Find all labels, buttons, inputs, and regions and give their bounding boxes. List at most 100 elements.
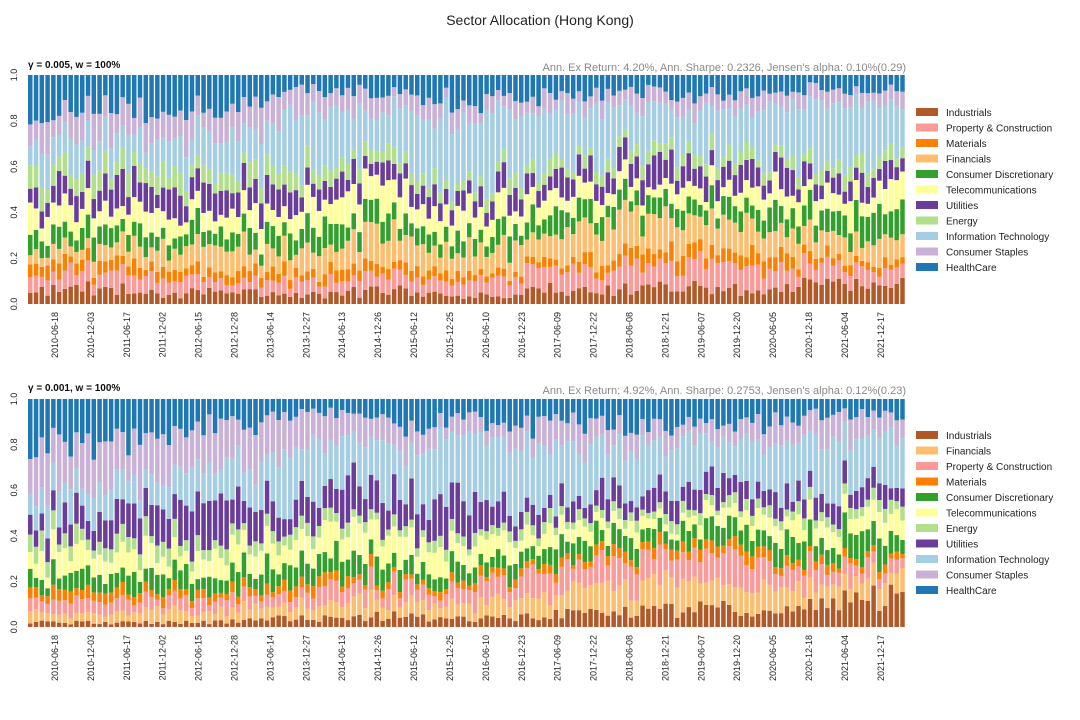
- bar-segment-property-construction: [553, 265, 559, 293]
- bar-segment-telecommunications: [108, 216, 114, 229]
- bar-segment-materials: [698, 549, 703, 563]
- bar-segment-materials: [363, 585, 368, 590]
- bar-segment-consumer-staples: [253, 96, 258, 130]
- bar-segment-property-construction: [56, 600, 62, 615]
- bar-segment-telecommunications: [97, 211, 102, 227]
- bar-segment-industrials: [813, 282, 819, 304]
- bar-segment-utilities: [449, 210, 455, 226]
- bar-segment-healthcare: [894, 75, 899, 92]
- bar-segment-energy: [680, 154, 686, 167]
- bar-segment-consumer-discretionary: [773, 199, 778, 232]
- x-tick-label: 2014-06-13: [337, 312, 347, 358]
- legend-label: Financials: [946, 155, 991, 166]
- bar-segment-materials: [345, 269, 351, 282]
- bar-segment-consumer-staples: [178, 428, 183, 467]
- bar-segment-telecommunications: [877, 512, 882, 539]
- bar-segment-energy: [830, 168, 836, 178]
- bar-segment-consumer-staples: [39, 123, 45, 155]
- bar-segment-property-construction: [467, 280, 472, 297]
- bar-segment-energy: [622, 520, 628, 529]
- bar-segment-consumer-discretionary: [391, 202, 397, 220]
- bar-segment-consumer-discretionary: [438, 244, 443, 258]
- bar-segment-financials: [882, 583, 888, 607]
- bar-segment-property-construction: [189, 274, 195, 289]
- bar-segment-healthcare: [790, 75, 795, 92]
- bar-segment-utilities: [657, 474, 663, 503]
- bar-segment-materials: [230, 581, 235, 593]
- bar-segment-property-construction: [409, 578, 414, 595]
- bar-segment-consumer-staples: [871, 410, 876, 430]
- bar-segment-materials: [339, 586, 345, 593]
- bar-segment-industrials: [663, 603, 668, 627]
- bar-segment-industrials: [634, 615, 640, 627]
- bar-segment-energy: [97, 541, 102, 555]
- bar-segment-materials: [715, 255, 720, 264]
- bar-segment-property-construction: [316, 286, 322, 294]
- bar-segment-telecommunications: [391, 526, 397, 553]
- bar-segment-materials: [368, 260, 374, 271]
- bar-segment-energy: [28, 534, 33, 553]
- bar-segment-energy: [224, 549, 229, 566]
- bar-segment-energy: [790, 511, 795, 521]
- bar-segment-utilities: [195, 168, 201, 191]
- x-tick-label: 2016-06-10: [481, 312, 491, 358]
- bar-segment-energy: [247, 162, 253, 188]
- bar-segment-consumer-staples: [126, 103, 131, 135]
- bar-segment-materials: [432, 266, 437, 277]
- bar-segment-information-technology: [253, 484, 258, 512]
- bar-segment-energy: [640, 509, 645, 517]
- bar-segment-information-technology: [334, 445, 339, 489]
- bar-segment-materials: [825, 245, 830, 257]
- bar-segment-industrials: [709, 294, 715, 304]
- bar-segment-consumer-staples: [767, 93, 772, 102]
- bar-segment-utilities: [542, 507, 547, 523]
- bar-segment-utilities: [680, 166, 686, 188]
- bar-segment-healthcare: [784, 399, 790, 417]
- bar-segment-utilities: [103, 173, 108, 201]
- bar-segment-utilities: [790, 170, 795, 196]
- bar-segment-telecommunications: [628, 186, 634, 202]
- bar-segment-information-technology: [692, 445, 697, 490]
- bar-segment-property-construction: [657, 258, 663, 282]
- bar-segment-healthcare: [542, 75, 547, 89]
- bar-segment-financials: [126, 615, 131, 622]
- bar-segment-industrials: [56, 622, 62, 627]
- bar-segment-consumer-staples: [432, 427, 437, 450]
- bar-segment-property-construction: [380, 273, 385, 293]
- bar-segment-information-technology: [559, 445, 564, 484]
- bar-segment-utilities: [426, 197, 432, 219]
- bar-segment-financials: [778, 222, 784, 247]
- bar-segment-healthcare: [888, 399, 894, 413]
- bar-segment-consumer-staples: [807, 82, 813, 97]
- bar-segment-telecommunications: [149, 542, 154, 568]
- bar-segment-information-technology: [85, 120, 91, 148]
- bar-segment-healthcare: [68, 75, 73, 113]
- bar-segment-healthcare: [628, 399, 634, 433]
- bar-segment-industrials: [149, 289, 154, 304]
- bar-segment-industrials: [842, 590, 847, 627]
- bar-segment-energy: [703, 164, 709, 177]
- bar-segment-materials: [224, 593, 229, 601]
- bar-segment-financials: [322, 605, 328, 616]
- bar-segment-property-construction: [836, 572, 842, 587]
- bar-segment-energy: [253, 541, 258, 557]
- bar-segment-materials: [553, 259, 559, 266]
- bar-segment-healthcare: [605, 399, 611, 431]
- bar-segment-materials: [195, 261, 201, 275]
- bar-segment-industrials: [287, 621, 293, 627]
- bar-segment-property-construction: [85, 598, 91, 613]
- bar-segment-consumer-staples: [409, 420, 414, 443]
- bar-segment-healthcare: [183, 399, 189, 438]
- bar-segment-property-construction: [143, 276, 149, 294]
- bar-segment-energy: [888, 143, 894, 161]
- bar-segment-consumer-discretionary: [686, 196, 692, 214]
- bar-segment-utilities: [582, 507, 588, 519]
- bar-segment-consumer-staples: [536, 416, 541, 444]
- bar-segment-consumer-staples: [299, 408, 304, 450]
- bar-segment-energy: [391, 146, 397, 164]
- bar-segment-consumer-discretionary: [651, 197, 657, 214]
- bar-segment-materials: [501, 268, 507, 277]
- bar-segment-information-technology: [276, 467, 281, 518]
- bar-segment-energy: [524, 511, 530, 525]
- bar-segment-telecommunications: [438, 221, 443, 245]
